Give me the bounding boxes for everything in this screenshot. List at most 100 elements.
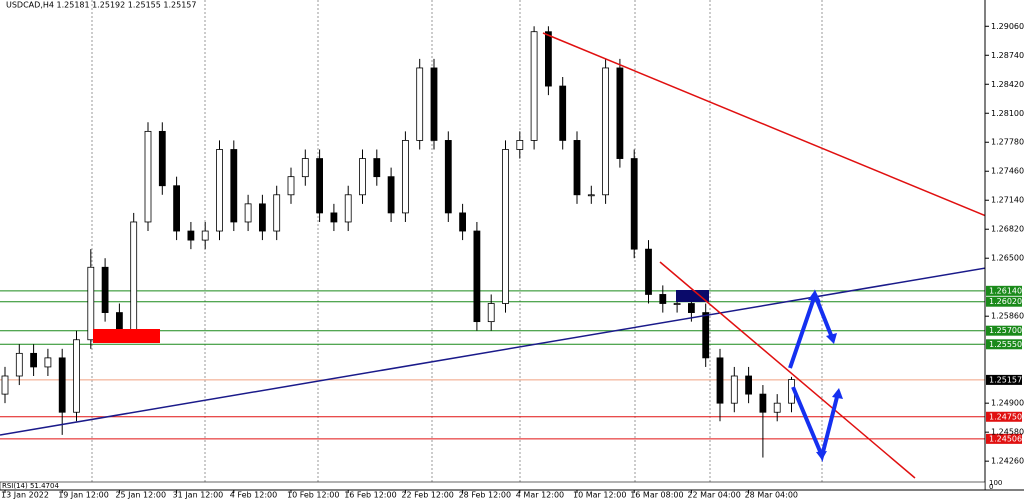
candle-body (730, 375, 738, 404)
candle-body (273, 194, 281, 232)
arrow-head (826, 333, 837, 344)
trendline (659, 261, 916, 479)
candle-body (416, 67, 424, 141)
candle-body (330, 212, 338, 223)
candle-body (573, 140, 581, 196)
y-tick-label: 1.27780 (991, 138, 1024, 147)
candle-body (44, 357, 52, 368)
x-tick-label: 22 Mar 04:00 (687, 491, 740, 500)
candle-body (173, 185, 181, 232)
candle-body (516, 140, 524, 150)
y-tick-label: 1.27460 (991, 167, 1024, 176)
y-tick-label: 1.29060 (991, 22, 1024, 31)
candle-body (545, 31, 552, 87)
x-tick-label: 16 Mar 08:00 (630, 491, 683, 500)
y-tick-label: 1.28740 (991, 51, 1024, 60)
x-tick-label: 25 Jan 12:00 (115, 491, 166, 500)
candle-body (616, 67, 624, 159)
candle-body (502, 149, 509, 304)
candle-body (301, 158, 309, 178)
y-tick-label: 1.26500 (991, 254, 1024, 263)
level-box (986, 433, 1022, 444)
candle-body (773, 402, 781, 413)
x-tick-label: 28 Mar 04:00 (745, 491, 798, 500)
chart-title: USDCAD,H4 1.25181 1.25192 1.25155 1.2515… (6, 1, 196, 10)
candle-body (716, 357, 724, 404)
x-tick-label: 22 Feb 12:00 (401, 491, 453, 500)
rsi-label: RSI(14) 51.4704 (2, 482, 59, 490)
level-box (986, 325, 1022, 336)
candle-body (87, 266, 95, 341)
candle-body (144, 130, 152, 223)
y-tick-label: 1.24260 (991, 457, 1024, 466)
candle-body (401, 140, 409, 214)
trendline (542, 32, 985, 217)
y-tick-label: 1.28100 (991, 109, 1024, 118)
arrow-head (832, 388, 843, 399)
x-tick-label: 31 Jan 12:00 (173, 491, 224, 500)
candle-body (15, 352, 23, 377)
level-box (986, 285, 1022, 296)
y-tick-label: 1.24580 (991, 428, 1024, 437)
y-tick-label: 1.27140 (991, 196, 1024, 205)
candle-body (602, 67, 609, 196)
x-tick-label: 13 Jan 2022 (1, 491, 49, 500)
y-tick-label: 1.26820 (991, 225, 1024, 234)
candle-body (316, 158, 324, 214)
candle-body (230, 149, 238, 223)
candle-body (116, 312, 123, 332)
level-box (986, 339, 1022, 350)
candle-body (673, 303, 681, 305)
candle-body (1, 375, 9, 395)
level-label: 1.25700 (989, 326, 1022, 335)
candle-body (373, 158, 381, 178)
level-box (986, 296, 1022, 307)
level-label: 1.24750 (989, 412, 1022, 421)
level-box (986, 374, 1022, 385)
trendline (0, 267, 985, 436)
candle-body (201, 230, 209, 241)
candle-body (530, 31, 538, 141)
candle-body (459, 212, 467, 232)
candle-body (344, 194, 352, 223)
candle-body (387, 176, 395, 214)
zone (93, 329, 160, 343)
y-tick-label: 1.25860 (991, 312, 1024, 321)
candle-body (473, 230, 481, 323)
candle-body (244, 203, 252, 223)
candle-body (287, 176, 295, 196)
candle-body (258, 203, 266, 232)
y-tick-label: 1.24900 (991, 399, 1024, 408)
candle-body (58, 357, 66, 413)
candle-body (187, 230, 195, 241)
candle-body (702, 312, 710, 359)
y-tick-label: 1.28420 (991, 80, 1024, 89)
level-label: 1.25550 (989, 340, 1022, 349)
candle-body (759, 393, 767, 413)
candle-body (430, 67, 438, 141)
level-label: 1.26140 (989, 286, 1022, 295)
arrow-head (808, 290, 821, 302)
rsi-scale: 100 (989, 479, 1002, 487)
candle-body (101, 266, 109, 313)
candle-body (359, 158, 366, 196)
x-tick-label: 10 Feb 12:00 (287, 491, 339, 500)
candle-body (688, 303, 695, 313)
arrow-head (816, 451, 827, 460)
level-label: 1.24506 (989, 434, 1022, 443)
candle-body (645, 248, 652, 295)
level-label: 1.25157 (989, 375, 1022, 384)
candle-body (745, 375, 752, 395)
candle-body (587, 194, 595, 197)
x-tick-label: 10 Mar 12:00 (573, 491, 626, 500)
candle-body (487, 303, 495, 323)
rsi-panel (0, 481, 986, 491)
rsi-scale: 0 (989, 483, 993, 491)
candle-body (216, 149, 223, 232)
x-tick-label: 28 Feb 12:00 (459, 491, 511, 500)
candle-body (30, 352, 38, 368)
x-tick-label: 19 Jan 12:00 (58, 491, 109, 500)
x-tick-label: 4 Feb 12:00 (230, 491, 277, 500)
